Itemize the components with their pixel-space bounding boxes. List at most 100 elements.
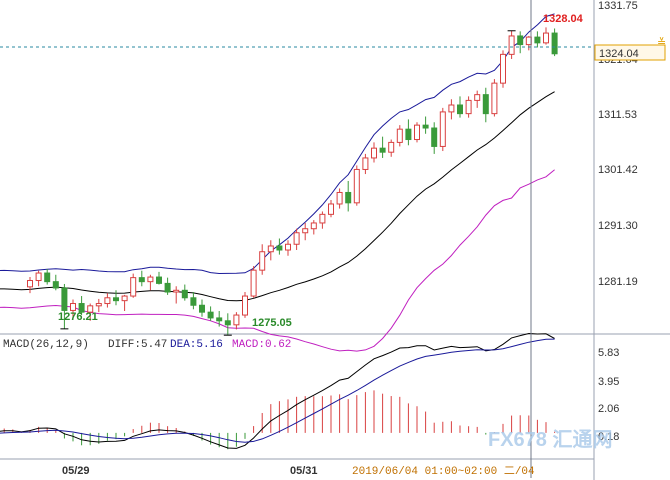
candle	[310, 220, 317, 235]
candle	[233, 312, 240, 330]
candle	[482, 87, 489, 123]
candle	[500, 50, 506, 88]
price-tick-label: 1281.19	[598, 276, 638, 288]
candle	[224, 313, 231, 336]
macd-diff-label: DIFF:5.47	[108, 339, 167, 351]
macd-dea-label: DEA:5.16	[170, 339, 223, 351]
price-tick-label: 1331.75	[598, 0, 638, 12]
candle	[491, 79, 498, 117]
macd-tick-label: 0.18	[598, 431, 619, 443]
candle	[534, 31, 541, 48]
price-tick-label: 1301.42	[598, 164, 638, 176]
current-price-label: 1324.04	[599, 48, 639, 60]
macd-panel	[0, 332, 556, 450]
candle	[121, 294, 128, 312]
candle-body	[130, 277, 137, 297]
candle-body	[302, 228, 309, 234]
candle-body	[104, 297, 111, 305]
low-annotation-1: 1276.21	[58, 311, 98, 323]
candle-body	[87, 305, 94, 313]
candle	[35, 270, 42, 287]
candle-body	[508, 35, 515, 55]
candle-body	[534, 36, 541, 44]
candle	[156, 271, 162, 285]
macd-title: MACD(26,12,9)	[3, 339, 89, 351]
candle	[27, 277, 33, 294]
candle	[250, 266, 257, 298]
candle-body	[414, 124, 420, 141]
candle-body	[190, 297, 197, 306]
candle	[336, 188, 343, 209]
candle	[405, 119, 412, 146]
candle-body	[388, 141, 395, 153]
candle-body	[328, 203, 334, 215]
candle-body	[242, 295, 248, 316]
candle	[474, 90, 481, 108]
low-annotation-2: 1275.05	[252, 317, 292, 329]
candle-body	[482, 94, 489, 115]
candle-body	[422, 124, 429, 129]
candle	[396, 125, 403, 147]
candle	[414, 122, 420, 143]
candle-body	[147, 276, 154, 283]
macd-dea-line	[0, 338, 555, 443]
candle	[138, 270, 145, 287]
candle	[457, 96, 463, 118]
candle	[551, 28, 558, 57]
candle-body	[362, 157, 369, 170]
candle	[52, 274, 59, 291]
candle-body	[250, 269, 257, 297]
candle-body	[207, 311, 214, 319]
current-price-box	[594, 44, 666, 61]
candle	[319, 211, 326, 229]
candle-body	[439, 111, 446, 147]
candle	[147, 274, 154, 291]
candle	[113, 290, 119, 306]
candle	[259, 244, 266, 275]
candle-body	[465, 99, 472, 115]
candle	[285, 240, 291, 256]
price-tick-label: 1291.30	[598, 220, 638, 232]
candle	[465, 96, 472, 118]
candle	[70, 299, 76, 320]
candle-body	[431, 127, 438, 147]
candle-body	[61, 287, 68, 311]
candle	[362, 153, 369, 175]
candle-body	[173, 289, 180, 293]
candle	[78, 296, 85, 316]
macd-value-label: MACD:0.62	[232, 339, 291, 351]
candle-body	[310, 222, 317, 230]
candle	[448, 99, 455, 120]
candle-body	[353, 168, 360, 204]
candle-body	[181, 289, 188, 299]
candle	[302, 222, 309, 241]
candle-body	[121, 295, 128, 302]
candle	[371, 142, 377, 163]
cursor-time-label: 2019/06/04 01:00~02:00 二/04	[352, 466, 535, 478]
candle-body	[216, 317, 223, 322]
candle-body	[285, 243, 291, 251]
candle-body	[113, 297, 119, 302]
candle-body	[319, 213, 326, 224]
candle	[439, 107, 446, 152]
candle-body	[500, 53, 506, 84]
candle-body	[293, 232, 300, 245]
candle-body	[224, 320, 231, 326]
candle-body	[44, 272, 51, 283]
candle-body	[396, 128, 403, 143]
macd-tick-label: 2.06	[598, 403, 619, 415]
candle-body	[448, 104, 455, 113]
candle	[130, 273, 137, 298]
macd-tick-label: 3.95	[598, 376, 619, 388]
candle	[164, 277, 171, 295]
candle	[216, 311, 223, 327]
macd-tick-label: 5.83	[598, 347, 619, 359]
candle	[328, 199, 334, 218]
candle	[508, 30, 515, 59]
candle-body	[78, 303, 85, 313]
candle-body	[95, 303, 102, 307]
candle-body	[457, 104, 463, 115]
candle-body	[52, 281, 59, 289]
candle	[44, 269, 51, 285]
